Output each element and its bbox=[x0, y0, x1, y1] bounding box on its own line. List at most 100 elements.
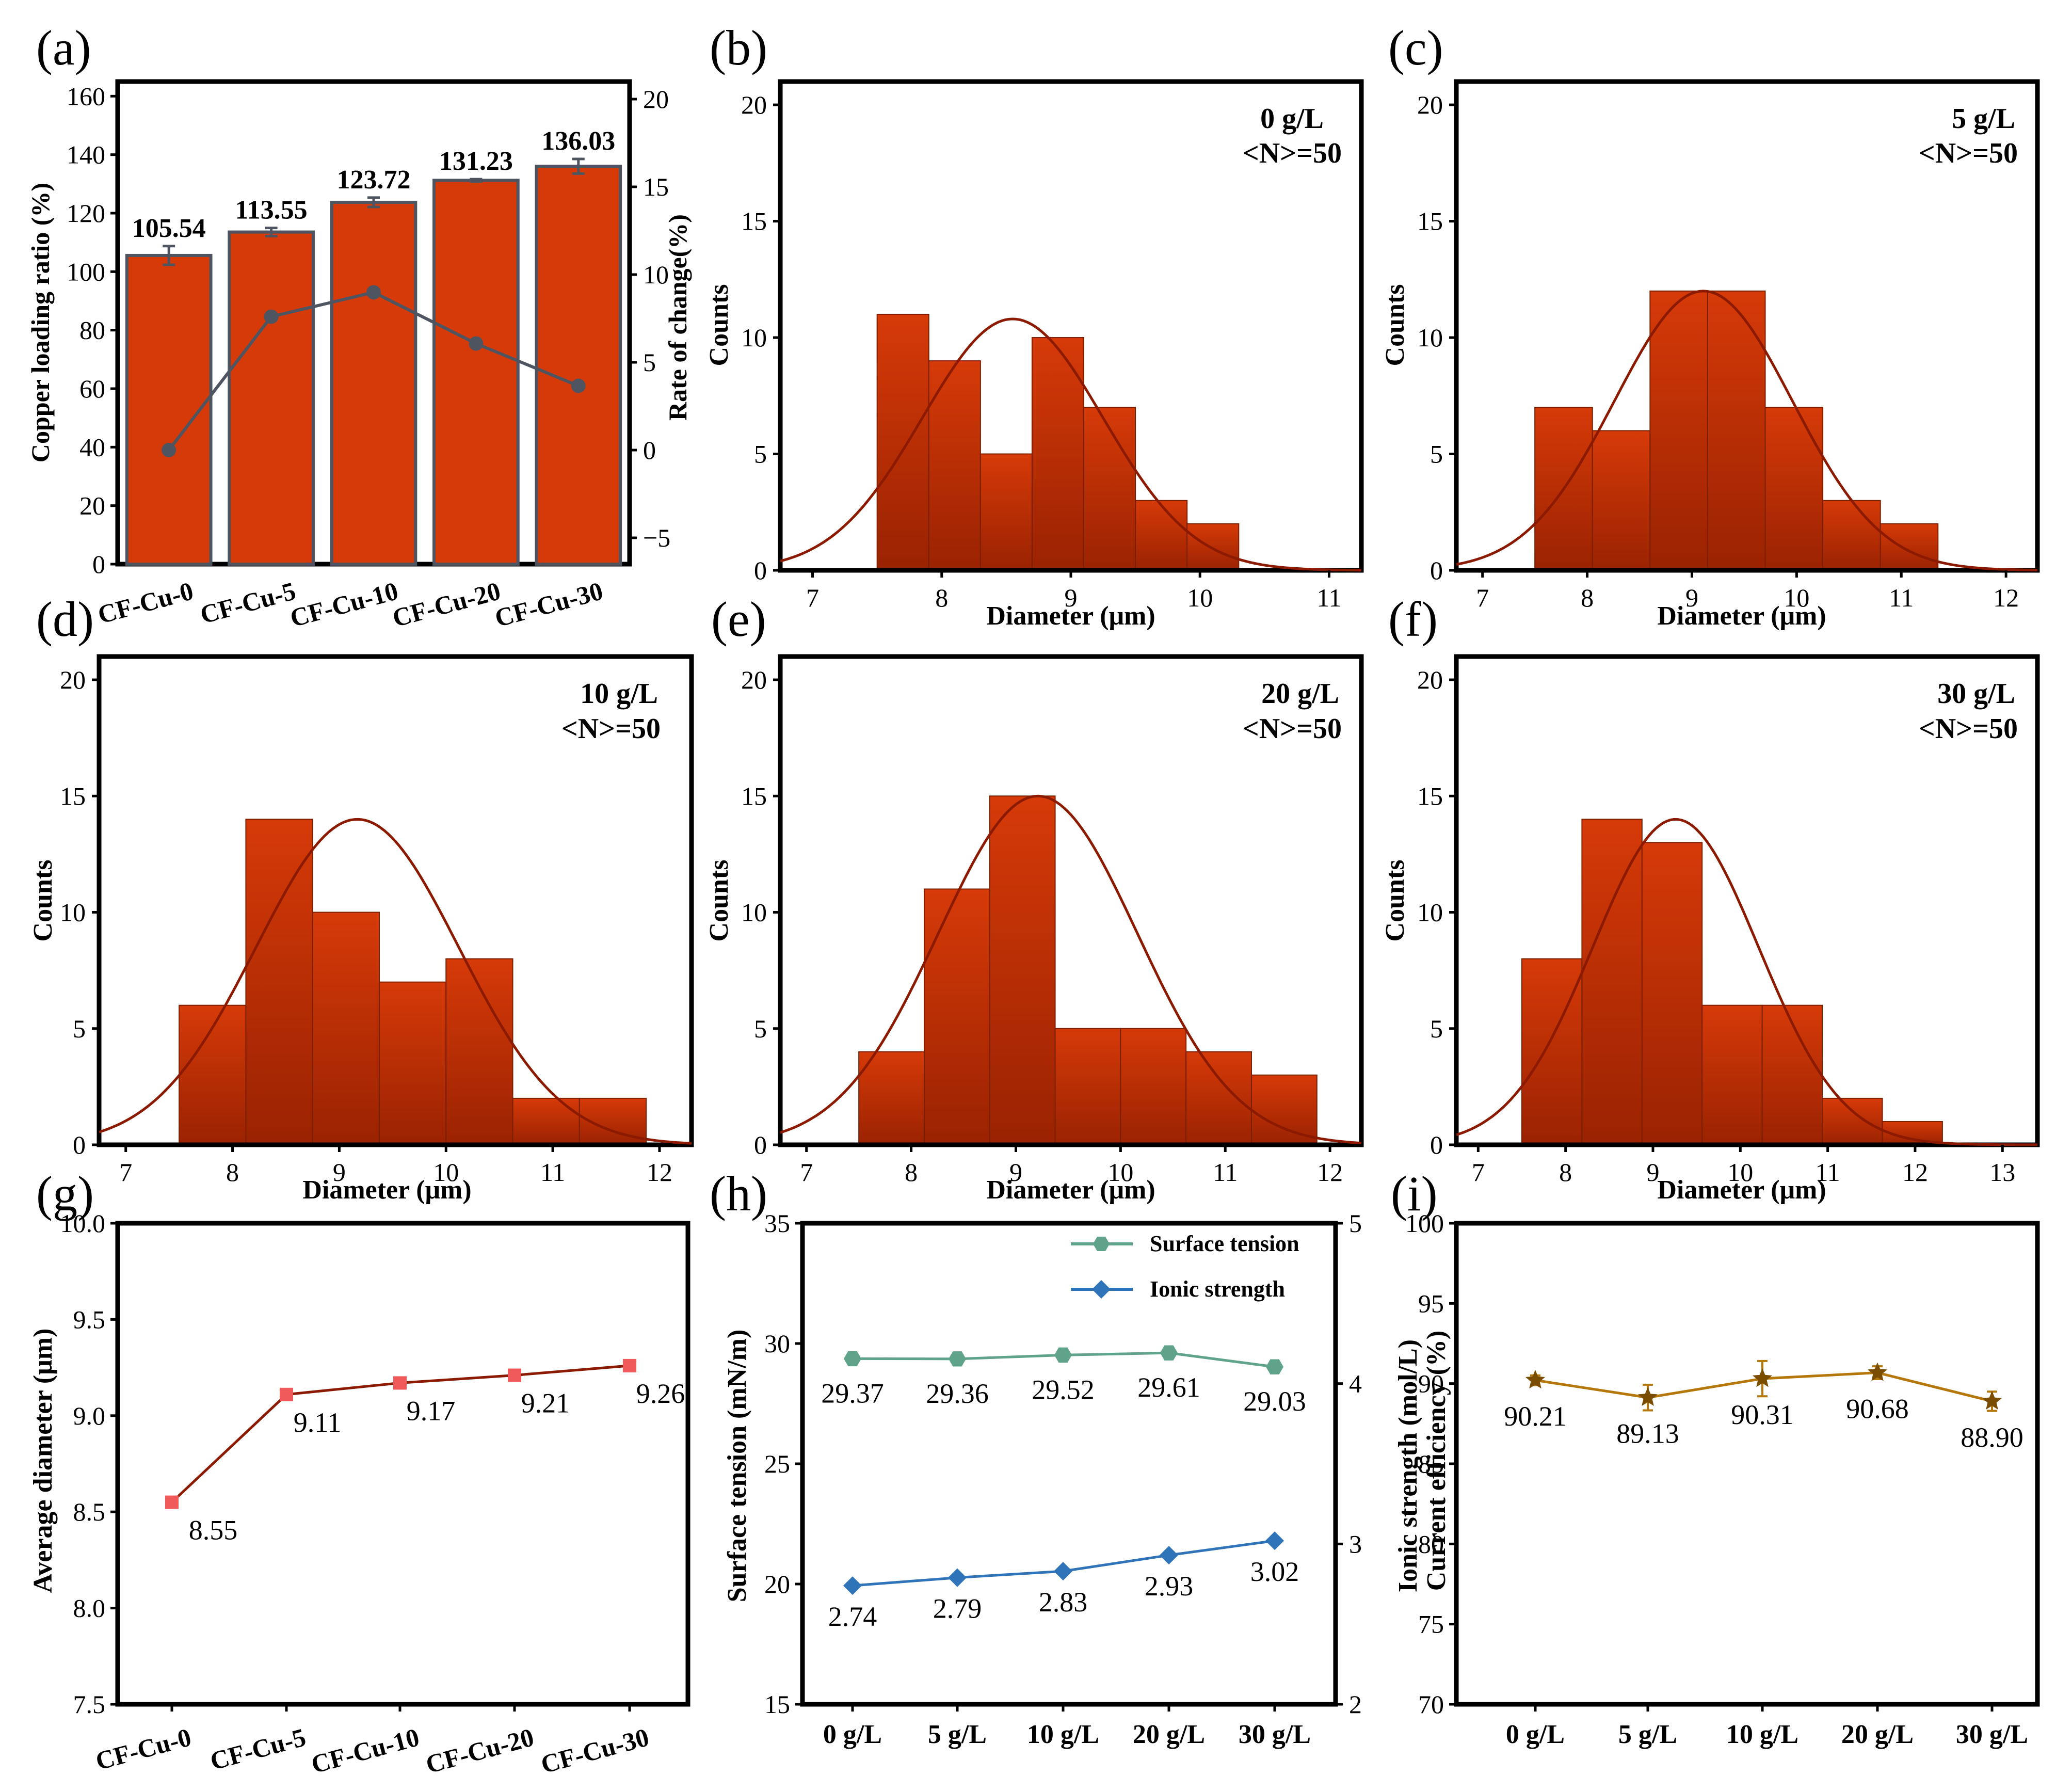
panel-g-average-diameter: (g) Average diameter (μm) 8.55 9.11 9.17 9.… bbox=[28, 1166, 690, 1779]
panel-b-xtick-3: 10 bbox=[1187, 583, 1213, 612]
panel-d-ytick-2: 10 bbox=[60, 898, 86, 927]
panel-f-xtick-6: 13 bbox=[1989, 1158, 2015, 1187]
panel-i-xtick-4: 30 g/L bbox=[1956, 1720, 2028, 1749]
panel-c-xlabel: Diameter (μm) bbox=[1657, 601, 1826, 631]
panel-f-xtick-0: 7 bbox=[1472, 1158, 1485, 1187]
legend-surface-label: Surface tension bbox=[1150, 1231, 1299, 1256]
panel-b-ytick-3: 15 bbox=[741, 207, 767, 236]
panel-c-ytick-0: 0 bbox=[1430, 556, 1443, 585]
panel-b-concentration: 0 g/L bbox=[1260, 103, 1324, 135]
panel-e-plot-frame bbox=[778, 654, 1364, 1147]
legend-ionic-label: Ionic strength bbox=[1150, 1276, 1285, 1302]
panel-e-concentration: 20 g/L bbox=[1261, 678, 1339, 710]
panel-g-ytick-4: 9.5 bbox=[73, 1305, 106, 1334]
panel-g-xtick-4: CF-Cu-30 bbox=[538, 1722, 652, 1779]
panel-d-concentration: 10 g/L bbox=[580, 678, 658, 710]
panel-i-ytick-2: 80 bbox=[1418, 1529, 1444, 1558]
panel-f-bars bbox=[1521, 819, 1943, 1146]
panel-g-ytick-1: 8.0 bbox=[73, 1594, 106, 1623]
panel-b-bar-6 bbox=[1186, 523, 1240, 571]
rate-point-4 bbox=[571, 378, 586, 393]
panel-a-ytick-8: 160 bbox=[67, 82, 105, 110]
copper-bar-2 bbox=[330, 200, 417, 566]
panel-e-letter: (e) bbox=[711, 591, 766, 647]
panel-d-xtick-0: 7 bbox=[119, 1158, 132, 1187]
panel-e-histogram: (e) Counts Diameter (μm) 20 g/L <N>=50 7… bbox=[704, 591, 1364, 1205]
panel-d-fit-curve bbox=[99, 818, 692, 1145]
ionic-strength-point-0 bbox=[843, 1576, 862, 1595]
panel-f-bar-5 bbox=[1822, 1097, 1883, 1146]
copper-bar-1 bbox=[228, 230, 315, 566]
panel-g-ytick-3: 9.0 bbox=[73, 1401, 106, 1430]
panel-e-xlabel: Diameter (μm) bbox=[986, 1175, 1155, 1205]
panel-i-xtick-2: 10 g/L bbox=[1726, 1720, 1798, 1749]
rate-point-0 bbox=[162, 443, 176, 457]
panel-f-fit-curve bbox=[1456, 818, 2038, 1146]
ionic-strength-point-3 bbox=[1160, 1546, 1178, 1565]
panel-c-fit-curve bbox=[1456, 290, 2038, 571]
panel-a-y2label: Rate of change(%) bbox=[663, 214, 692, 421]
efficiency-point-1 bbox=[1638, 1387, 1658, 1406]
panel-d-ytick-1: 5 bbox=[73, 1014, 86, 1043]
panel-e-xtick-2: 9 bbox=[1009, 1158, 1022, 1187]
panel-i-ytick-6: 100 bbox=[1405, 1209, 1444, 1238]
panel-c-bar-6 bbox=[1880, 523, 1939, 571]
panel-c-plot-frame bbox=[1454, 79, 2040, 573]
panel-c-bar-1 bbox=[1592, 430, 1651, 571]
ionic-strength-label-1: 2.79 bbox=[933, 1593, 982, 1624]
panel-h-ytick-1: 20 bbox=[764, 1570, 790, 1598]
avg-diameter-label-2: 9.17 bbox=[407, 1395, 456, 1426]
panel-b-ytick-0: 0 bbox=[754, 556, 767, 585]
panel-c-ytick-1: 5 bbox=[1430, 440, 1443, 469]
efficiency-point-4 bbox=[1982, 1390, 2002, 1410]
panel-i-plot-frame bbox=[1454, 1221, 2040, 1707]
panel-a-y2tick-5: 20 bbox=[643, 85, 669, 114]
efficiency-point-0 bbox=[1525, 1370, 1545, 1389]
surface-tension-label-2: 29.52 bbox=[1032, 1374, 1095, 1405]
efficiency-label-4: 88.90 bbox=[1961, 1422, 2023, 1453]
efficiency-label-2: 90.31 bbox=[1731, 1399, 1794, 1430]
panel-h-ylabel: Surface tension (mN/m) bbox=[722, 1330, 752, 1603]
panel-b-xlabel: Diameter (μm) bbox=[986, 601, 1155, 631]
panel-c-ylabel: Counts bbox=[1380, 284, 1410, 366]
surface-tension-point-1 bbox=[949, 1351, 966, 1367]
panel-h-ytick-4: 35 bbox=[764, 1209, 790, 1238]
panel-i-ytick-3: 85 bbox=[1418, 1449, 1444, 1478]
ionic-strength-point-2 bbox=[1054, 1562, 1072, 1581]
ionic-strength-label-2: 2.83 bbox=[1039, 1587, 1088, 1618]
copper-bar-3 bbox=[432, 179, 520, 566]
panel-g-ytick-5: 10.0 bbox=[60, 1209, 106, 1238]
panel-f-sample-count: <N>=50 bbox=[1919, 713, 2018, 745]
panel-h-legend: Surface tension Ionic strength bbox=[1071, 1231, 1299, 1302]
surface-tension-label-4: 29.03 bbox=[1243, 1386, 1306, 1417]
panel-f-xlabel: Diameter (μm) bbox=[1657, 1175, 1826, 1205]
panel-a-xtick-1: CF-Cu-5 bbox=[197, 576, 299, 629]
panel-e-bar-4 bbox=[1120, 1028, 1187, 1146]
avg-diameter-point-1 bbox=[280, 1387, 293, 1401]
panel-b-bars bbox=[876, 313, 1240, 571]
panel-f-ylabel: Counts bbox=[1380, 860, 1410, 942]
panel-a-letter: (a) bbox=[36, 20, 91, 75]
panel-d-bars bbox=[179, 819, 647, 1146]
panel-g-xtick-0: CF-Cu-0 bbox=[92, 1722, 194, 1776]
panel-a-y2tick-2: 5 bbox=[643, 348, 656, 377]
panel-f-xtick-1: 8 bbox=[1559, 1158, 1572, 1187]
panel-d-ytick-3: 15 bbox=[60, 781, 86, 810]
panel-b-fit-curve bbox=[780, 317, 1361, 572]
legend-ionic-marker bbox=[1092, 1280, 1111, 1299]
panel-f-ytick-2: 10 bbox=[1417, 898, 1443, 927]
efficiency-point-2 bbox=[1753, 1368, 1772, 1387]
panel-e-bar-3 bbox=[1054, 1028, 1121, 1146]
panel-g-xtick-2: CF-Cu-10 bbox=[308, 1722, 422, 1779]
rate-point-1 bbox=[264, 309, 279, 324]
panel-f-concentration: 30 g/L bbox=[1937, 678, 2015, 710]
panel-i-ytick-1: 75 bbox=[1418, 1610, 1444, 1639]
panel-c-xtick-3: 10 bbox=[1784, 583, 1809, 612]
panel-h-y2tick-0: 2 bbox=[1349, 1690, 1362, 1719]
panel-e-sample-count: <N>=50 bbox=[1243, 713, 1342, 745]
panel-i-xtick-3: 20 g/L bbox=[1841, 1720, 1914, 1749]
panel-b-xtick-2: 9 bbox=[1065, 583, 1078, 612]
panel-b-xtick-4: 11 bbox=[1316, 583, 1341, 612]
panel-b-bar-5 bbox=[1135, 500, 1188, 571]
panel-a-y2tick-0: −5 bbox=[643, 523, 670, 552]
